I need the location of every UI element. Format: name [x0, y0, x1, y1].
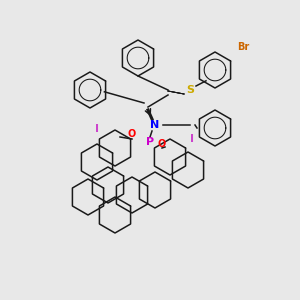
Text: S: S — [186, 85, 194, 95]
Text: I: I — [95, 124, 99, 134]
Text: O: O — [158, 139, 166, 149]
Text: N: N — [150, 120, 160, 130]
Text: Br: Br — [237, 42, 249, 52]
Text: I: I — [190, 134, 194, 144]
Text: O: O — [128, 129, 136, 139]
Text: P: P — [146, 137, 154, 147]
